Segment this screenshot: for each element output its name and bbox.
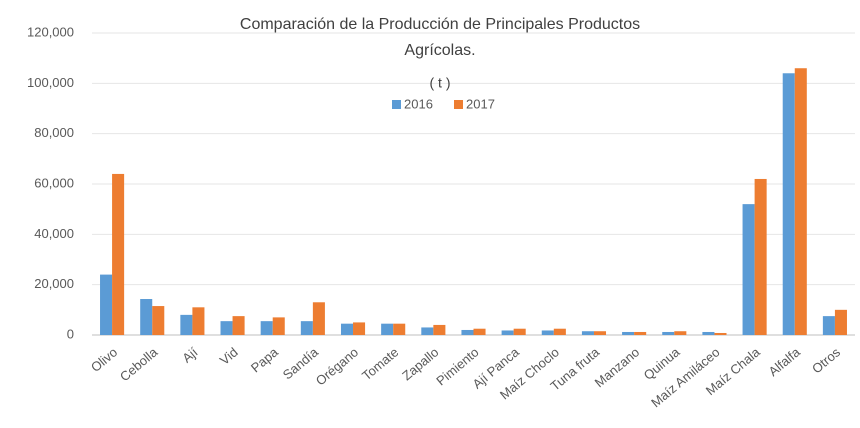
bar — [702, 331, 715, 335]
chart-subtitle: ( t ) — [430, 75, 451, 91]
bar — [140, 299, 153, 335]
y-tick-label: 20,000 — [34, 276, 74, 291]
x-tick-label: Papa — [248, 344, 281, 376]
bar — [232, 316, 245, 335]
y-tick-label: 80,000 — [34, 125, 74, 140]
bar — [112, 173, 125, 335]
y-tick-label: 120,000 — [27, 24, 74, 39]
legend-swatch — [454, 100, 463, 109]
bar — [662, 331, 675, 335]
bar — [473, 328, 486, 335]
bar — [260, 321, 273, 335]
x-tick-label: Otros — [809, 344, 843, 376]
bar — [501, 330, 514, 335]
bar — [421, 327, 434, 335]
bar — [794, 68, 807, 335]
x-tick-label: Manzano — [592, 344, 643, 390]
bar — [622, 331, 635, 335]
bar — [674, 331, 687, 335]
bar — [300, 321, 313, 335]
bar — [272, 317, 285, 335]
bar — [340, 323, 354, 335]
legend-swatch — [392, 100, 401, 109]
bar — [180, 314, 193, 335]
x-tick-label: Maíz Amiláceo — [648, 344, 722, 410]
bar — [353, 322, 366, 335]
y-tick-label: 40,000 — [34, 226, 74, 241]
bar — [100, 274, 113, 335]
bar — [714, 332, 727, 335]
legend-label: 2017 — [466, 96, 495, 111]
bar — [513, 328, 526, 335]
x-tick-label: Vid — [217, 344, 241, 367]
bar — [581, 331, 594, 335]
bar — [822, 316, 835, 335]
x-tick-label: Cebolla — [117, 344, 161, 384]
y-tick-label: 0 — [67, 326, 74, 341]
y-tick-label: 60,000 — [34, 175, 74, 190]
x-tick-label: Alfalfa — [766, 344, 804, 379]
bar — [593, 331, 607, 335]
bar — [782, 73, 795, 336]
bar — [541, 330, 554, 335]
bar — [834, 309, 847, 335]
legend-label: 2016 — [404, 96, 433, 111]
chart-title: Comparación de la Producción de Principa… — [239, 16, 641, 59]
bar — [381, 323, 394, 335]
bar — [461, 329, 474, 335]
x-tick-label: Olivo — [88, 344, 120, 375]
bar — [312, 302, 325, 335]
bar — [634, 331, 647, 335]
bar — [433, 324, 446, 335]
bar — [152, 306, 165, 335]
bar — [393, 323, 406, 335]
x-tick-label: Orégano — [313, 344, 361, 388]
y-tick-label: 100,000 — [27, 75, 74, 90]
x-tick-label: Ají — [179, 344, 201, 365]
bar — [220, 321, 233, 335]
bar — [754, 178, 767, 335]
x-tick-label: Tomate — [359, 344, 401, 383]
bar — [553, 328, 566, 335]
bar — [742, 204, 755, 335]
bar — [192, 307, 205, 335]
